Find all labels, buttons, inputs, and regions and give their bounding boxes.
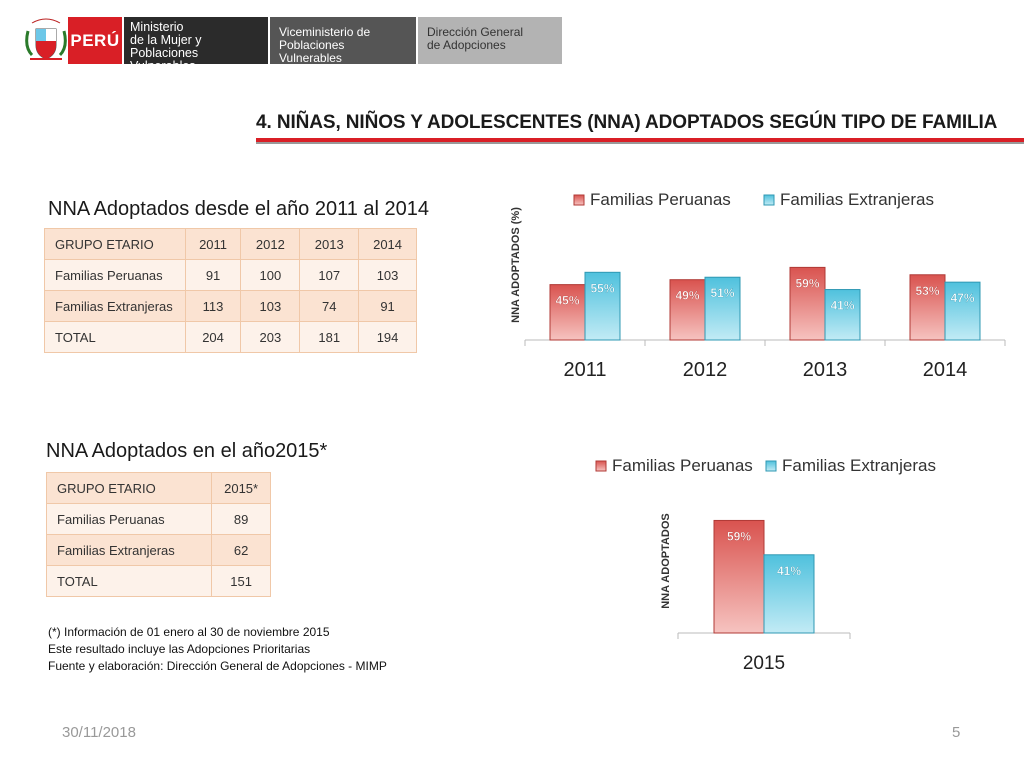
vice-ministry-line-2: Poblaciones Vulnerables [279, 38, 345, 65]
vice-ministry-label: Viceministerio de Poblaciones Vulnerable… [268, 17, 416, 65]
data-label: 45% [555, 294, 579, 308]
bar-peruanas [789, 266, 826, 341]
table-cell: Familias Extranjeras [44, 290, 186, 322]
table-cell: TOTAL [44, 321, 186, 353]
x-tick-label: 2012 [683, 359, 728, 381]
ministry-line-1: Ministerio [130, 20, 184, 34]
data-label: 55% [590, 281, 614, 295]
section2-title: NNA Adoptados en el año2015* [46, 440, 328, 462]
table-cell: 194 [358, 321, 417, 353]
x-tick-label: 2013 [803, 359, 848, 381]
chart-2015: Familias Peruanas Familias Extranjeras NNA… [595, 456, 936, 674]
table-cell: 74 [299, 290, 360, 322]
bar-extranjeras [704, 276, 741, 341]
table-row: TOTAL 151 [45, 565, 271, 597]
bar-extranjeras [944, 281, 981, 341]
legend-swatch [763, 194, 775, 206]
direction-line-2: de Adopciones [427, 38, 506, 52]
table-cell: TOTAL [45, 565, 213, 597]
bar-extranjeras [824, 289, 861, 341]
table-cell: 62 [211, 534, 271, 566]
legend-label: Familias Extranjeras [780, 190, 934, 209]
table-header-cell: 2014 [358, 228, 417, 260]
direction-line-1: Dirección General [427, 25, 524, 39]
legend-label: Familias Extranjeras [782, 456, 936, 475]
table-cell: 89 [211, 503, 271, 535]
header-banner: PERÚ Ministerio de la Mujer y Poblacione… [24, 17, 562, 73]
table-cell: 91 [184, 259, 242, 291]
data-label: 59% [727, 529, 751, 543]
data-label: 41% [777, 564, 801, 578]
data-label: 47% [950, 291, 974, 305]
x-tick-label: 2014 [923, 359, 968, 381]
x-tick-label: 2015 [743, 653, 785, 674]
footnote-line: (*) Información de 01 enero al 30 de nov… [48, 625, 330, 639]
data-label: 59% [795, 276, 819, 290]
data-label: 53% [915, 284, 939, 298]
data-label: 51% [710, 286, 734, 300]
bar-peruanas [669, 279, 706, 341]
x-tick-label: 2011 [563, 359, 606, 381]
bar-extranjeras [584, 271, 621, 341]
ministry-line-3: Poblaciones Vulnerables [130, 46, 199, 73]
bar-extranjeras [763, 554, 815, 634]
chart-2011-2014: Familias Peruanas Familias Extranjeras NNA… [510, 190, 1006, 381]
legend-swatch [573, 194, 585, 206]
table-header-cell: 2013 [299, 228, 360, 260]
table-header-cell: GRUPO ETARIO [45, 472, 213, 504]
y-axis-label: NNA ADOPTADOS (%) [510, 207, 522, 323]
legend-swatch [595, 460, 607, 472]
table-cell: 203 [240, 321, 301, 353]
section1-title: NNA Adoptados desde el año 2011 al 2014 [48, 198, 430, 220]
table-header-cell: 2011 [184, 228, 242, 260]
table-header-cell: 2015* [211, 472, 271, 504]
table-row: Familias Extranjeras 62 [45, 534, 271, 566]
shield-logo [24, 17, 68, 64]
data-label: 41% [830, 299, 854, 313]
peru-logo: PERÚ [68, 17, 122, 64]
table-cell: Familias Peruanas [44, 259, 186, 291]
slide-title: 4. NIÑAS, NIÑOS Y ADOLESCENTES (NNA) ADO… [256, 112, 998, 133]
vice-ministry-line-1: Viceministerio de [279, 25, 371, 39]
bar-peruanas [713, 519, 765, 634]
table-cell: 103 [240, 290, 301, 322]
table-row: Familias Peruanas 89 [45, 503, 271, 535]
bar-peruanas [909, 274, 946, 341]
table-cell: 181 [299, 321, 360, 353]
table-row: Familias Peruanas 91 100 107 103 [44, 259, 417, 291]
footnote: (*) Información de 01 enero al 30 de nov… [48, 624, 387, 675]
footnote-line: Este resultado incluye las Adopciones Pr… [48, 642, 311, 656]
footer-date: 30/11/2018 [62, 724, 136, 741]
table-header-cell: 2012 [240, 228, 301, 260]
table-row: GRUPO ETARIO 2015* [45, 472, 271, 504]
table-2011-2014: GRUPO ETARIO 2011 2012 2013 2014 Familia… [44, 228, 417, 353]
ministry-line-2: de la Mujer y [130, 33, 202, 47]
table-cell: Familias Extranjeras [45, 534, 213, 566]
legend-label: Familias Peruanas [590, 190, 731, 209]
ministry-label: Ministerio de la Mujer y Poblaciones Vul… [122, 17, 268, 73]
table-row: Familias Extranjeras 113 103 74 91 [44, 290, 417, 322]
legend-swatch [765, 460, 777, 472]
table-header-cell: GRUPO ETARIO [44, 228, 186, 260]
direction-label: Dirección General de Adopciones [416, 17, 562, 64]
legend-label: Familias Peruanas [612, 456, 753, 475]
table-cell: 107 [299, 259, 360, 291]
table-cell: 91 [358, 290, 417, 322]
y-axis-label: NNA ADOPTADOS [660, 513, 672, 609]
title-rule-shadow [256, 142, 1024, 144]
coat-of-arms-icon [25, 18, 67, 60]
table-cell: 100 [240, 259, 301, 291]
table-cell: 151 [211, 565, 271, 597]
footnote-line: Fuente y elaboración: Dirección General … [48, 659, 387, 673]
table-2015: GRUPO ETARIO 2015* Familias Peruanas 89 … [45, 472, 271, 597]
title-rule [256, 138, 1024, 142]
table-cell: 204 [184, 321, 242, 353]
table-row: GRUPO ETARIO 2011 2012 2013 2014 [44, 228, 417, 260]
table-cell: 113 [184, 290, 242, 322]
table-row: TOTAL 204 203 181 194 [44, 321, 417, 353]
table-cell: Familias Peruanas [45, 503, 213, 535]
page-number: 5 [952, 724, 961, 741]
data-label: 49% [675, 289, 699, 303]
table-cell: 103 [358, 259, 417, 291]
